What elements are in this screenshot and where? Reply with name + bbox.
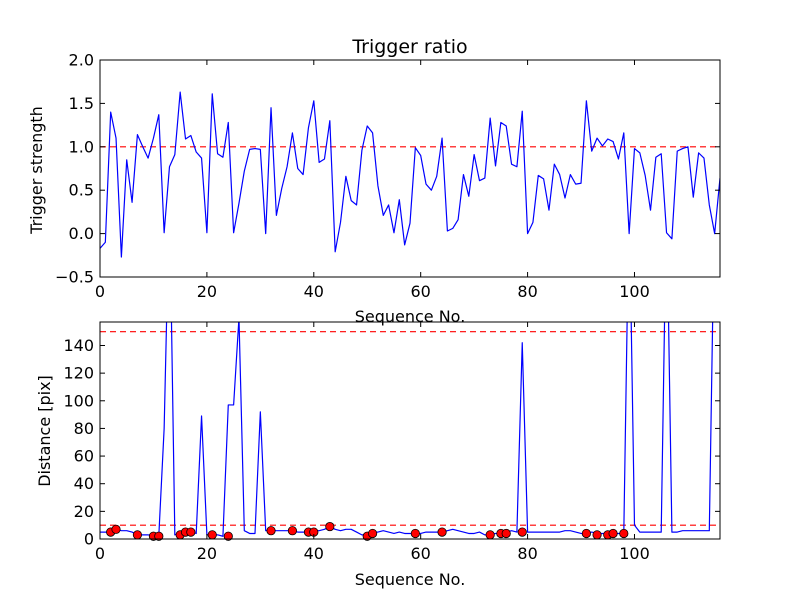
bottom-marker-point (111, 524, 121, 534)
top-x-tick-label: 100 (619, 282, 650, 301)
bottom-marker-point (592, 530, 602, 540)
top-series-line-0 (100, 91, 720, 258)
bottom-x-tick-label: 80 (517, 544, 537, 563)
bottom-y-axis-label: Distance [pix] (35, 375, 54, 487)
top-y-tick-label: −0.5 (55, 268, 94, 287)
top-axes-frame (99, 59, 721, 278)
top-y-tick-label: 0.5 (69, 181, 94, 200)
bottom-marker-point (223, 531, 233, 541)
top-y-tick-label: 2.0 (69, 51, 94, 70)
top-x-tick-label: 60 (411, 282, 431, 301)
top-y-tick-label: 1.5 (69, 94, 94, 113)
bottom-y-tick-label: 0 (84, 530, 94, 549)
bottom-x-tick-label: 100 (619, 544, 650, 563)
bottom-plot-area: 0 20 40 60 80 100 0 20 40 60 80 100 120 140 (63, 321, 721, 563)
bottom-marker-point (367, 528, 378, 539)
bottom-axes-frame (99, 321, 721, 540)
top-x-tick-label: 40 (304, 282, 324, 301)
bottom-marker-point (437, 527, 447, 537)
bottom-marker-point (410, 528, 420, 539)
bottom-marker-point (325, 521, 335, 532)
bottom-x-tick-label: 40 (304, 544, 324, 563)
top-x-axis-label: Sequence No. (355, 307, 466, 326)
bottom-x-tick-label: 0 (95, 544, 105, 563)
bottom-marker-point (132, 530, 143, 540)
top-x-tick-label: 80 (517, 282, 537, 301)
bottom-y-tick-label: 80 (74, 419, 94, 438)
bottom-marker-point (501, 528, 511, 539)
bottom-x-tick-label: 20 (197, 544, 217, 563)
bottom-marker-point (154, 531, 164, 541)
bottom-y-tick-label: 100 (63, 391, 94, 410)
bottom-marker-point (485, 530, 495, 540)
bottom-marker-point (266, 526, 276, 536)
bottom-y-tick-label: 120 (63, 364, 94, 383)
bottom-marker-point (207, 530, 217, 540)
top-x-tick-label: 0 (95, 282, 105, 301)
top-chart-title: Trigger ratio (351, 36, 467, 58)
bottom-marker-point (608, 528, 618, 539)
bottom-x-axis-label: Sequence No. (355, 570, 466, 589)
bottom-y-tick-label: 40 (74, 474, 94, 493)
bottom-marker-point (287, 526, 298, 536)
bottom-y-tick-label: 20 (74, 502, 94, 521)
bottom-marker-point (186, 527, 196, 537)
bottom-y-tick-label: 140 (63, 336, 94, 355)
top-y-tick-label: 1.0 (69, 137, 94, 156)
bottom-marker-point (619, 528, 629, 539)
bottom-marker-point (581, 528, 591, 539)
top-y-tick-label: 0.0 (69, 224, 94, 243)
top-plot-area: 0 20 40 60 80 100 −0.5 0.0 0.5 1.0 1.5 2.0 (55, 51, 721, 301)
top-x-tick-label: 20 (197, 282, 217, 301)
bottom-y-tick-label: 60 (74, 447, 94, 466)
bottom-marker-point (517, 527, 527, 537)
bottom-x-tick-label: 60 (411, 544, 431, 563)
top-y-axis-label: Trigger strength (27, 106, 46, 235)
